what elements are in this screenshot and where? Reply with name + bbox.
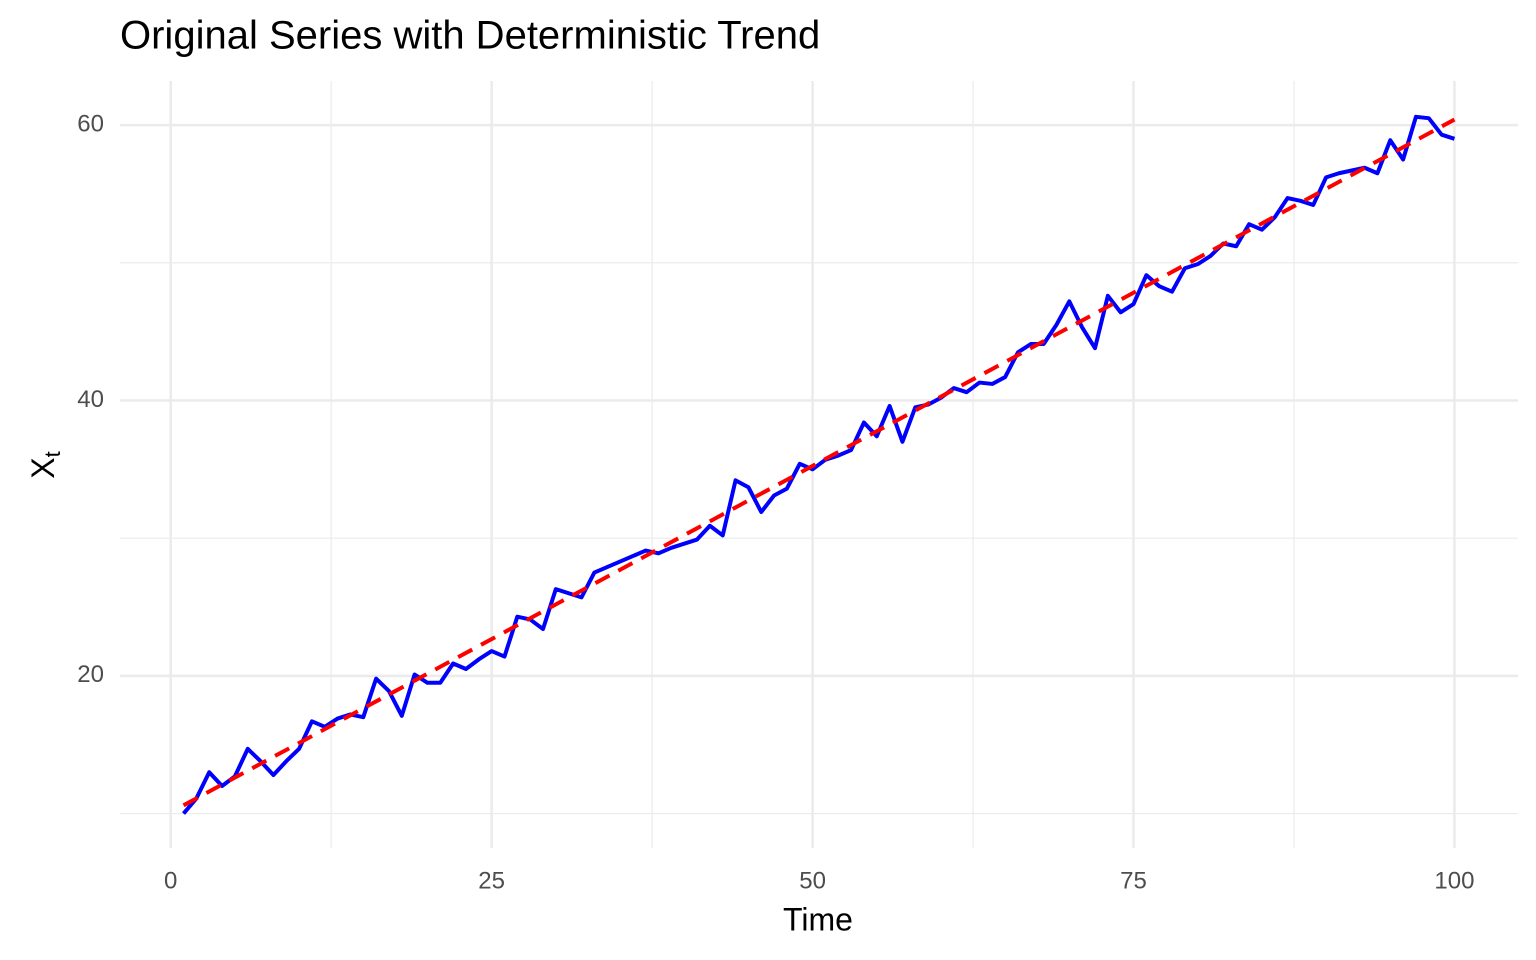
x-tick-label: 0 (164, 867, 177, 894)
y-tick-label: 60 (77, 110, 104, 137)
y-tick-label: 40 (77, 386, 104, 413)
x-tick-label: 75 (1120, 867, 1147, 894)
y-axis-title-subscript: t (40, 451, 65, 457)
y-axis-title: Xt (25, 451, 64, 478)
y-axis-title-base: X (25, 457, 61, 478)
x-axis-title: Time (783, 901, 853, 937)
chart-title: Original Series with Deterministic Trend (120, 14, 820, 58)
series-line (182, 117, 1456, 808)
x-tick-label: 50 (799, 867, 826, 894)
y-tick-label: 20 (77, 661, 104, 688)
x-tick-label: 100 (1434, 867, 1474, 894)
x-tick-label: 25 (478, 867, 505, 894)
